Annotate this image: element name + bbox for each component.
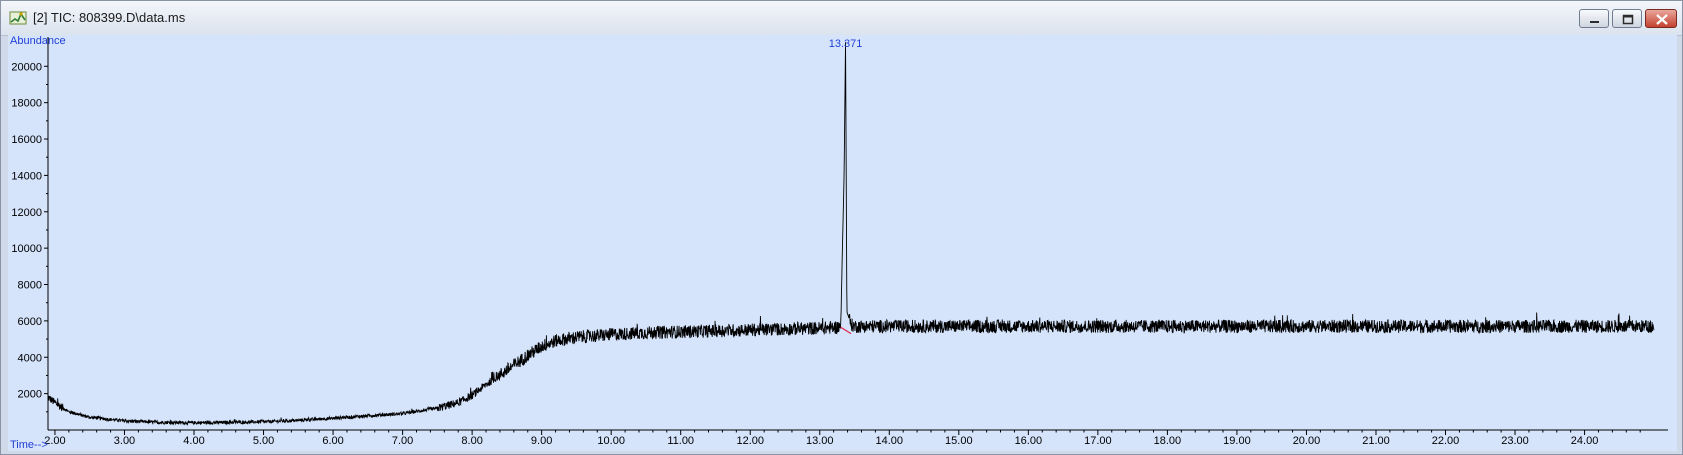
x-tick-label: 11.00: [667, 435, 694, 447]
close-icon: [1656, 14, 1668, 25]
x-tick-label: 16.00: [1015, 435, 1043, 447]
y-tick-label: 14000: [11, 170, 42, 182]
minimize-icon: [1590, 21, 1599, 23]
window-title: [2] TIC: 808399.D\data.ms: [33, 10, 186, 25]
y-tick-label: 12000: [11, 207, 42, 219]
close-button[interactable]: [1645, 9, 1677, 28]
x-tick-label: 18.00: [1154, 435, 1182, 447]
y-tick-label: 8000: [18, 280, 42, 292]
x-tick-label: 14.00: [876, 435, 904, 447]
x-tick-label: 17.00: [1084, 435, 1112, 447]
x-tick-label: 24.00: [1571, 435, 1599, 447]
x-tick-label: 19.00: [1223, 435, 1251, 447]
y-tick-label: 16000: [11, 134, 42, 146]
y-axis-label: Abundance: [10, 35, 66, 47]
x-tick-label: 4.00: [183, 435, 204, 447]
x-tick-label: 15.00: [945, 435, 973, 447]
tic-trace-line: [47, 42, 1655, 426]
restore-icon: [1622, 14, 1634, 25]
x-axis-label: Time-->: [10, 439, 48, 451]
peak-label: 13.371: [829, 38, 863, 50]
x-tick-label: 20.00: [1293, 435, 1321, 447]
y-tick-label: 6000: [18, 316, 42, 328]
peak-baseline-marker: [840, 326, 852, 335]
y-tick-label: 10000: [11, 243, 42, 255]
x-tick-label: 3.00: [114, 435, 135, 447]
x-tick-label: 7.00: [392, 435, 413, 447]
restore-button[interactable]: [1612, 9, 1642, 28]
x-tick-label: 10.00: [597, 435, 625, 447]
x-tick-label: 12.00: [736, 435, 764, 447]
minimize-button[interactable]: [1579, 9, 1609, 28]
tic-chart[interactable]: 2000 4000 6000 8000 10000 12000 14000 16000 1800…: [8, 35, 1677, 451]
x-tick-label: 9.00: [531, 435, 552, 447]
y-tick-label: 2000: [18, 389, 42, 401]
y-tick-label: 4000: [18, 352, 42, 364]
title-bar[interactable]: [2] TIC: 808399.D\data.ms: [1, 1, 1682, 36]
x-tick-label: 21.00: [1362, 435, 1390, 447]
y-tick-label: 18000: [11, 98, 42, 110]
chromatogram-app-icon: [9, 11, 27, 25]
x-tick-label: 13.00: [806, 435, 834, 447]
x-tick-label: 6.00: [322, 435, 343, 447]
y-tick-label: 20000: [11, 61, 42, 73]
x-tick-label: 22.00: [1432, 435, 1460, 447]
x-tick-label: 23.00: [1501, 435, 1529, 447]
x-tick-label: 5.00: [253, 435, 274, 447]
chromatogram-plot-area[interactable]: 2000 4000 6000 8000 10000 12000 14000 16000 1800…: [8, 35, 1677, 451]
x-tick-label: 2.00: [44, 435, 65, 447]
x-tick-label: 8.00: [461, 435, 482, 447]
